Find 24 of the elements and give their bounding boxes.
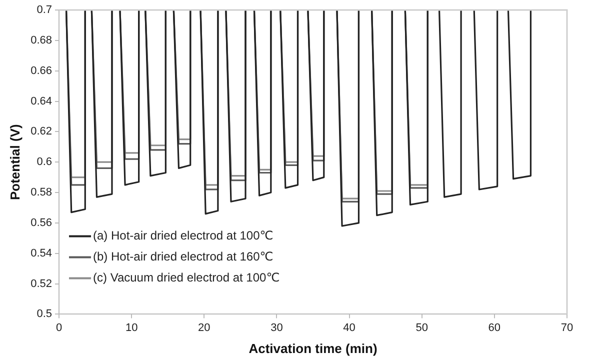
y-tick-label: 0.54 (30, 247, 52, 260)
x-tick-label: 20 (198, 322, 210, 334)
y-tick-label: 0.64 (30, 95, 52, 108)
x-tick-label: 40 (343, 322, 356, 334)
y-tick-label: 0.58 (30, 186, 52, 199)
y-tick-label: 0.62 (30, 126, 52, 138)
x-tick-label: 0 (56, 322, 62, 334)
y-tick-label: 0.52 (30, 278, 52, 290)
y-tick-label: 0.66 (30, 64, 52, 77)
y-tick-label: 0.6 (36, 156, 52, 168)
y-tick-label: 0.68 (30, 34, 52, 46)
x-axis-title: Activation time (min) (248, 340, 378, 356)
legend-label: (a) Hot-air dried electrod at 100℃ (93, 228, 274, 243)
x-tick-label: 10 (125, 322, 138, 334)
x-tick-label: 30 (270, 322, 283, 334)
y-tick-label: 0.7 (36, 4, 52, 16)
x-tick-label: 60 (488, 322, 501, 334)
y-tick-label: 0.56 (30, 216, 52, 229)
y-axis-title: Potential (V) (7, 124, 22, 200)
legend-label: (c) Vacuum dried electrod at 100℃ (93, 270, 280, 285)
y-tick-label: 0.5 (36, 308, 52, 320)
x-tick-label: 50 (416, 322, 428, 334)
legend-label: (b) Hot-air dried electrod at 160℃ (93, 250, 274, 264)
x-tick-label: 70 (560, 322, 574, 334)
